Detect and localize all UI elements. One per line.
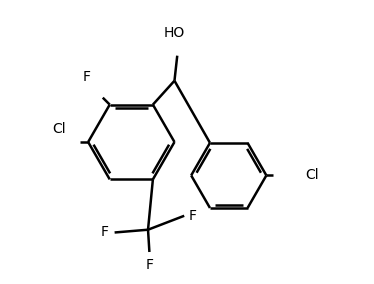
Text: HO: HO bbox=[164, 26, 185, 40]
Text: F: F bbox=[101, 225, 109, 239]
Text: F: F bbox=[145, 258, 153, 272]
Text: F: F bbox=[188, 209, 196, 223]
Text: Cl: Cl bbox=[305, 168, 319, 182]
Text: F: F bbox=[83, 70, 91, 83]
Text: Cl: Cl bbox=[52, 122, 66, 137]
